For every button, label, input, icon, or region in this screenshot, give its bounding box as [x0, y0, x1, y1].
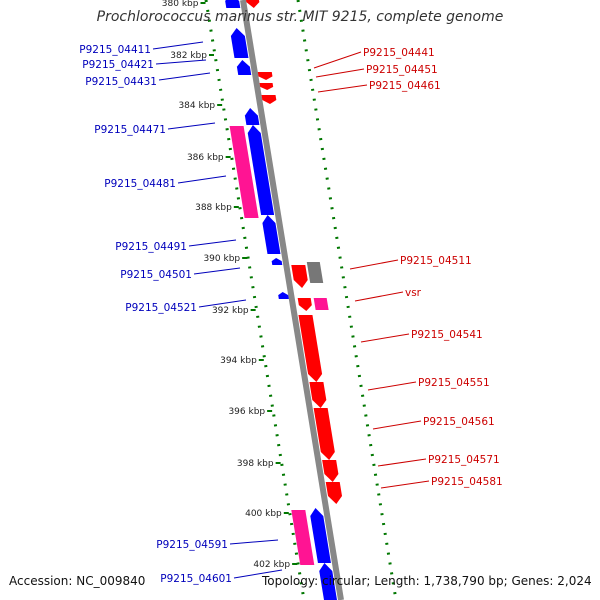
- gene-leader-line: [229, 539, 279, 545]
- gene-label-rev: P9215_04541: [411, 329, 483, 341]
- gene-arrow-fwd: [319, 563, 337, 600]
- feature-misc: [306, 262, 324, 283]
- gene-leader-line: [193, 267, 241, 275]
- gene-label-rev: P9215_04571: [428, 454, 500, 466]
- accession-label: Accession:: [9, 574, 73, 588]
- ruler-tick-label: 382 kbp: [170, 51, 207, 61]
- gene-arrow-fwd: [262, 215, 281, 254]
- gene-leader-line: [317, 84, 368, 93]
- genome-backbone: [240, 0, 344, 600]
- gene-label-fwd: P9215_04491: [115, 241, 187, 253]
- gene-arrow-rev: [259, 83, 274, 90]
- gene-arrow-rev: [245, 0, 260, 8]
- gene-label-fwd: P9215_04421: [82, 59, 154, 71]
- gene-label-rev: P9215_04581: [431, 476, 503, 488]
- gene-arrow-rev: [322, 460, 339, 482]
- gene-arrow-fwd: [278, 292, 289, 299]
- gene-arrow-rev: [291, 265, 308, 288]
- gene-leader-line: [380, 480, 430, 489]
- ruler-tick-label: 384 kbp: [178, 101, 215, 111]
- gene-label-rev: vsr: [405, 287, 422, 299]
- gene-arrow-fwd: [310, 508, 331, 563]
- feature-vsr: [313, 298, 329, 310]
- gene-leader-line: [313, 51, 362, 69]
- gene-leader-line: [315, 68, 365, 78]
- gene-leader-line: [367, 381, 417, 391]
- ruler-tick-label: 400 kbp: [245, 509, 282, 519]
- gene-arrow-fwd: [244, 108, 260, 125]
- gene-label-fwd: P9215_04591: [156, 539, 228, 551]
- pseudogene-block: [229, 126, 259, 218]
- gene-leader-line: [372, 420, 422, 430]
- gene-leader-line: [155, 59, 207, 65]
- ruler-right-dotted-line: [296, 0, 398, 600]
- label-layer: P9215_04411 P9215_04421 P9215_04431 P9215_0…: [79, 41, 503, 585]
- gene-leader-line: [349, 259, 399, 270]
- ruler-tick-label: 392 kbp: [212, 306, 249, 316]
- pseudogene-block: [291, 510, 315, 565]
- gene-leader-line: [188, 239, 237, 247]
- gene-leader-line: [152, 41, 204, 50]
- ruler-tick-label: 386 kbp: [187, 153, 224, 163]
- feature-layer: [225, 0, 343, 600]
- ruler-layer: 380 kbp 382 kbp 384 kbp 386 kbp 388 kbp 390 k…: [162, 0, 398, 600]
- gene-label-rev: P9215_04441: [363, 47, 435, 59]
- accession-info: Accession: NC_009840: [9, 574, 145, 588]
- accession-value: NC_009840: [76, 574, 146, 588]
- gene-label-rev: P9215_04551: [418, 377, 490, 389]
- gene-label-fwd: P9215_04481: [104, 178, 176, 190]
- gene-arrow-rev: [261, 95, 277, 104]
- gene-label-fwd: P9215_04431: [85, 76, 157, 88]
- gene-arrow-rev: [298, 315, 323, 382]
- map-title: Prochlorococcus marinus str. MIT 9215, c…: [96, 9, 504, 25]
- gene-arrow-fwd: [230, 28, 249, 58]
- gene-leader-line: [167, 122, 216, 130]
- gene-leader-line: [377, 458, 427, 467]
- gene-leader-line: [158, 72, 211, 81]
- ruler-tick-label: 394 kbp: [220, 356, 257, 366]
- gene-leader-line: [360, 333, 410, 343]
- gene-leader-line: [177, 175, 227, 184]
- gene-label-fwd: P9215_04411: [79, 44, 151, 56]
- gene-label-rev: P9215_04451: [366, 64, 438, 76]
- gene-arrow-rev: [325, 482, 343, 504]
- gene-arrow-fwd: [236, 60, 252, 75]
- gene-leader-line: [354, 291, 404, 302]
- gene-label-fwd: P9215_04471: [94, 124, 166, 136]
- ruler-tick-label: 396 kbp: [228, 407, 265, 417]
- gene-arrow-rev: [297, 298, 312, 311]
- genome-summary: Topology: circular; Length: 1,738,790 bp…: [262, 574, 592, 588]
- gene-label-rev: P9215_04561: [423, 416, 495, 428]
- gene-arrow-rev: [257, 72, 273, 80]
- gene-label-fwd: P9215_04501: [120, 269, 192, 281]
- gene-leader-line: [198, 299, 247, 308]
- ruler-tick-label: 402 kbp: [253, 560, 290, 570]
- gene-arrow-fwd: [225, 0, 241, 8]
- gene-leader-line: [233, 569, 283, 579]
- ruler-tick-label: 388 kbp: [195, 203, 232, 213]
- ruler-tick-label: 380 kbp: [162, 0, 199, 9]
- gene-label-fwd: P9215_04601: [160, 573, 232, 585]
- ruler-tick-label: 398 kbp: [237, 459, 274, 469]
- gene-arrow-rev: [309, 382, 327, 408]
- gene-arrow-fwd: [247, 125, 275, 215]
- gene-arrow-rev: [313, 408, 335, 460]
- ruler-left-dotted-line: [204, 0, 306, 600]
- gene-label-rev: P9215_04511: [400, 255, 472, 267]
- ruler-tick-label: 390 kbp: [203, 254, 240, 264]
- gene-label-fwd: P9215_04521: [125, 302, 197, 314]
- gene-arrow-fwd: [271, 258, 283, 265]
- gene-label-rev: P9215_04461: [369, 80, 441, 92]
